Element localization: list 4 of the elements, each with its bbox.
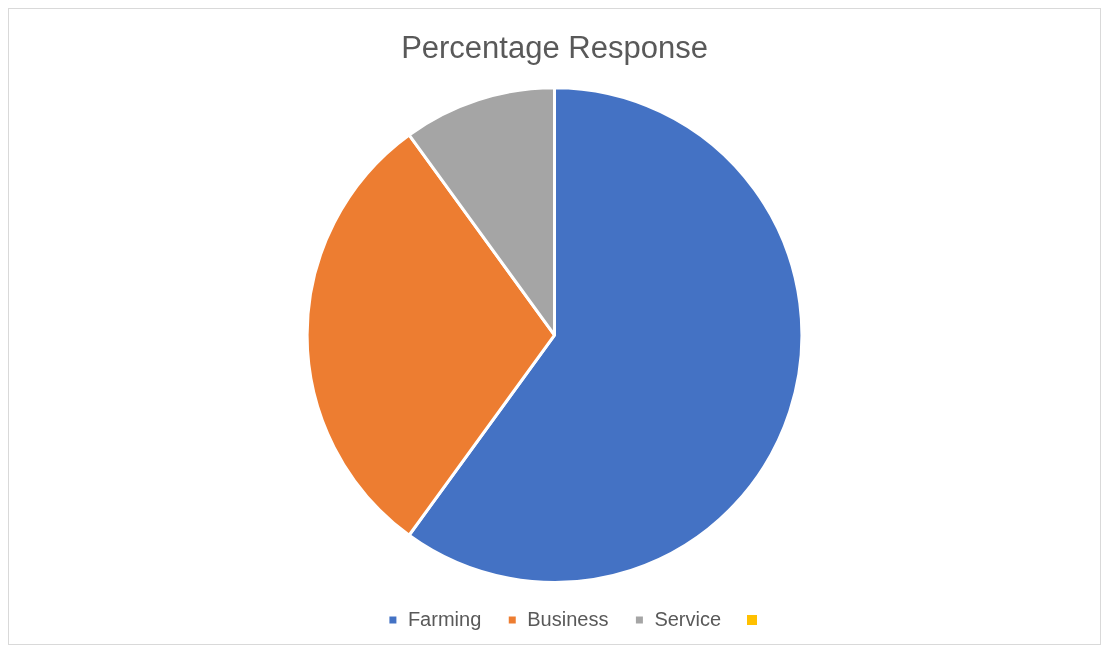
chart-title: Percentage Response	[401, 30, 708, 66]
legend-label: Business	[527, 607, 609, 630]
legend-label: Service	[654, 607, 722, 630]
legend-label: Farming	[407, 607, 482, 630]
